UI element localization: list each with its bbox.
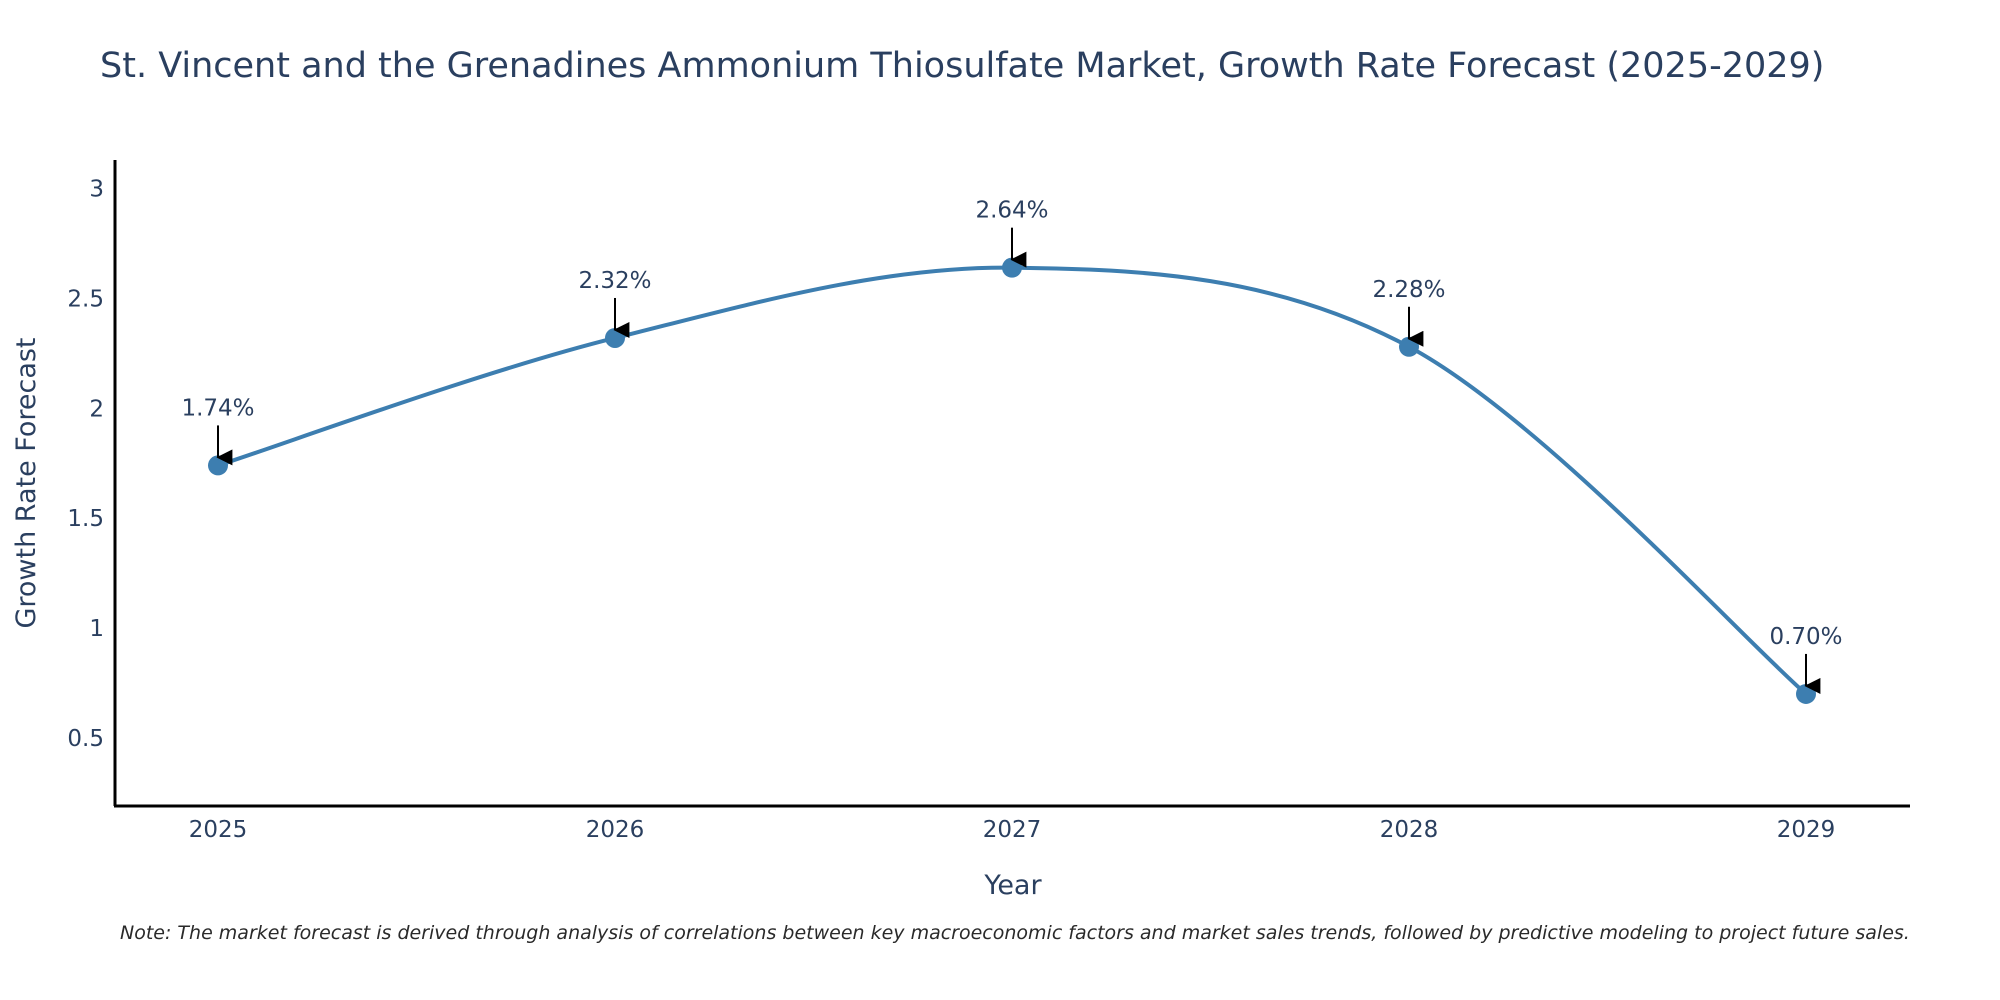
data-point <box>1399 336 1419 357</box>
data-point <box>208 455 228 476</box>
data-points <box>208 257 1816 704</box>
y-tick-labels: 0.5 1 1.5 2 2.5 3 <box>67 177 104 752</box>
data-label: 2.28% <box>1372 277 1445 303</box>
y-tick-label: 2.5 <box>67 286 104 312</box>
y-tick-label: 2 <box>89 396 104 422</box>
x-tick-label: 2025 <box>189 817 248 843</box>
chart-title: St. Vincent and the Grenadines Ammonium … <box>100 46 1825 86</box>
y-tick-label: 1 <box>89 616 104 642</box>
y-tick-label: 1.5 <box>67 506 104 532</box>
x-tick-label: 2028 <box>1380 817 1439 843</box>
y-tick-label: 3 <box>89 177 104 203</box>
y-axis-title: Growth Rate Forecast <box>11 337 42 628</box>
x-tick-label: 2027 <box>983 817 1042 843</box>
data-label: 2.32% <box>578 268 651 294</box>
x-axis-title: Year <box>983 870 1042 901</box>
y-tick-label: 0.5 <box>67 726 104 752</box>
data-point <box>1002 257 1022 278</box>
data-annotations: 1.74% 2.32% 2.64% 2.28% 0.70% <box>181 198 1843 694</box>
data-label: 2.64% <box>975 198 1048 224</box>
chart-note: Note: The market forecast is derived thr… <box>120 922 1910 944</box>
series-line <box>216 265 1808 696</box>
x-tick-label: 2029 <box>1777 817 1836 843</box>
x-tick-label: 2026 <box>586 817 645 843</box>
data-label: 0.70% <box>1769 624 1842 650</box>
data-point <box>605 327 625 348</box>
data-label: 1.74% <box>181 395 254 421</box>
data-point <box>1796 683 1816 704</box>
x-tick-labels: 2025 2026 2027 2028 2029 <box>189 817 1836 843</box>
